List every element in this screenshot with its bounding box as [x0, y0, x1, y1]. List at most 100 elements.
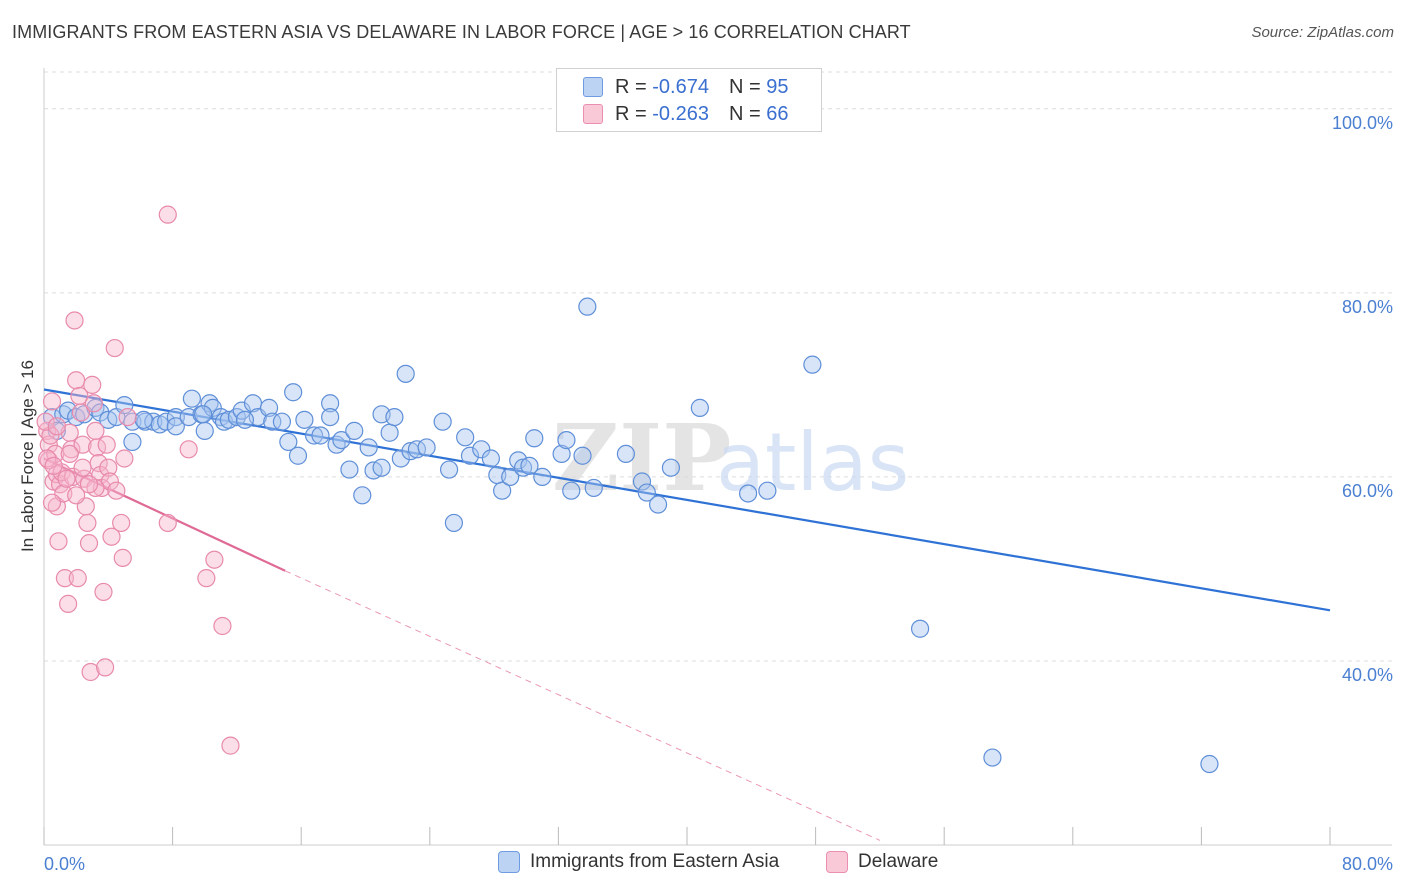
point-delaware	[79, 475, 99, 494]
data-points	[36, 205, 1219, 774]
point-eastern-asia	[194, 405, 213, 424]
point-eastern-asia	[910, 619, 930, 638]
series-legend-eastern-asia[interactable]: Immigrants from Eastern Asia	[498, 851, 779, 873]
point-delaware	[158, 513, 177, 533]
point-eastern-asia	[520, 456, 539, 475]
point-delaware	[42, 392, 62, 411]
point-delaware	[67, 486, 86, 505]
trend-line	[43, 388, 1331, 612]
point-delaware	[81, 662, 100, 682]
point-delaware	[65, 311, 84, 330]
y-tick-label: 100.0%	[1332, 113, 1393, 133]
point-delaware	[41, 426, 60, 445]
point-delaware	[49, 532, 68, 551]
point-eastern-asia	[321, 407, 340, 427]
point-delaware	[86, 421, 105, 440]
series-legend-delaware[interactable]: Delaware	[826, 851, 938, 873]
point-delaware	[179, 440, 198, 459]
point-delaware	[97, 435, 116, 454]
point-delaware	[57, 469, 76, 488]
point-eastern-asia	[359, 438, 378, 457]
point-eastern-asia	[259, 398, 279, 417]
legend-r-value: -0.263	[652, 102, 709, 125]
point-eastern-asia	[803, 355, 822, 374]
point-eastern-asia	[573, 446, 592, 465]
point-delaware	[44, 456, 63, 475]
point-delaware	[99, 458, 118, 477]
point-eastern-asia	[166, 407, 185, 427]
point-delaware	[60, 444, 79, 463]
point-eastern-asia	[690, 398, 709, 417]
legend-row-delaware: R = -0.263 N = 66	[583, 101, 788, 127]
trend-line	[284, 570, 881, 841]
point-eastern-asia	[738, 484, 758, 503]
x-tick-label: 0.0%	[44, 854, 85, 874]
point-delaware	[107, 481, 126, 500]
point-eastern-asia	[311, 426, 330, 445]
point-delaware	[205, 550, 224, 569]
point-eastern-asia	[758, 481, 777, 500]
correlation-legend: R = -0.674 N = 95 R = -0.263 N = 66	[556, 68, 822, 132]
y-tick-label: 60.0%	[1342, 481, 1393, 501]
axes	[43, 68, 1392, 846]
point-eastern-asia	[263, 412, 282, 431]
series-name: Immigrants from Eastern Asia	[530, 851, 780, 872]
point-eastern-asia	[552, 444, 571, 463]
point-eastern-asia	[195, 421, 214, 440]
point-eastern-asia	[157, 412, 176, 431]
point-eastern-asia	[134, 410, 153, 429]
point-delaware	[197, 569, 216, 588]
point-delaware	[39, 435, 58, 454]
point-eastern-asia	[439, 460, 459, 479]
point-eastern-asia	[380, 423, 399, 442]
point-eastern-asia	[533, 467, 552, 487]
chart-title: IMMIGRANTS FROM EASTERN ASIA VS DELAWARE…	[12, 22, 911, 42]
point-eastern-asia	[332, 430, 351, 450]
point-delaware	[68, 569, 87, 588]
source-credit: Source: ZipAtlas.com	[1251, 24, 1394, 41]
point-delaware	[112, 513, 131, 533]
point-eastern-asia	[472, 440, 491, 459]
point-eastern-asia	[481, 449, 500, 468]
point-eastern-asia	[295, 410, 314, 429]
point-eastern-asia	[288, 446, 308, 465]
point-eastern-asia	[304, 426, 324, 445]
series-swatch-blue	[498, 851, 520, 873]
y-tick-label: 40.0%	[1342, 665, 1393, 685]
point-delaware	[102, 527, 121, 546]
legend-r-label: R =	[615, 75, 647, 98]
gridlines	[44, 71, 1392, 662]
point-eastern-asia	[557, 430, 576, 450]
point-delaware	[113, 548, 132, 567]
point-delaware	[42, 493, 62, 512]
point-eastern-asia	[456, 428, 475, 447]
y-tick-label: 80.0%	[1342, 297, 1393, 317]
point-eastern-asia	[385, 407, 404, 427]
point-eastern-asia	[123, 432, 142, 452]
point-eastern-asia	[272, 412, 292, 431]
point-eastern-asia	[279, 432, 298, 452]
point-eastern-asia	[444, 513, 464, 533]
legend-n-value: 66	[766, 102, 789, 125]
legend-swatch-blue	[583, 77, 603, 97]
point-delaware	[95, 658, 115, 677]
legend-n-value: 95	[766, 75, 789, 98]
point-eastern-asia	[391, 449, 410, 468]
point-eastern-asia	[396, 364, 415, 383]
point-eastern-asia	[1200, 754, 1219, 774]
point-delaware	[221, 736, 240, 755]
point-eastern-asia	[632, 472, 652, 491]
point-eastern-asia	[284, 383, 303, 402]
point-delaware	[63, 467, 83, 487]
point-delaware	[67, 371, 86, 390]
point-eastern-asia	[616, 444, 636, 463]
point-delaware	[84, 394, 103, 413]
point-delaware	[73, 435, 92, 454]
point-eastern-asia	[460, 446, 480, 465]
point-eastern-asia	[182, 389, 201, 408]
series-swatch-pink	[826, 851, 848, 873]
legend-r-value: -0.674	[652, 75, 709, 98]
point-delaware	[213, 616, 232, 636]
point-eastern-asia	[166, 417, 185, 436]
